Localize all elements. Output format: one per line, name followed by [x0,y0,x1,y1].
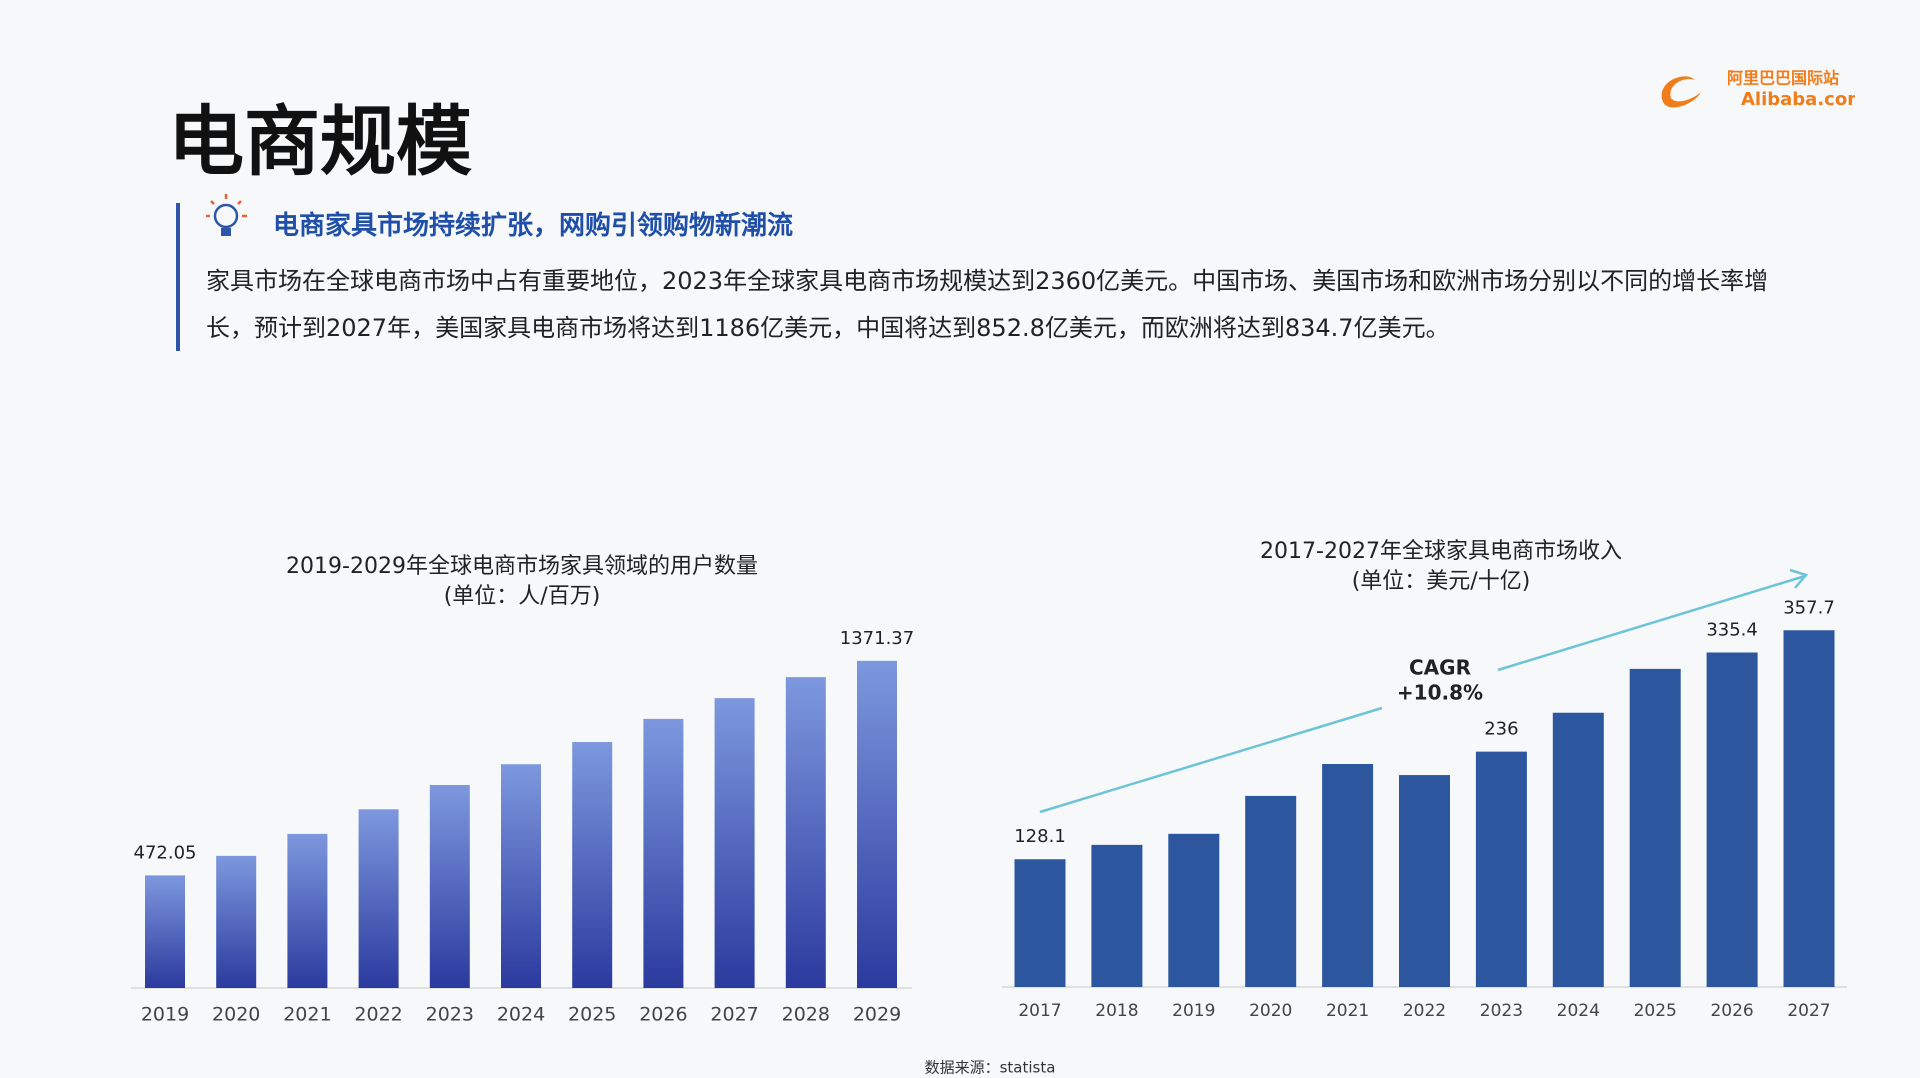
bar [1783,630,1835,987]
bar [714,698,755,988]
x-tick-label: 2019 [141,1004,189,1026]
source: 数据来源：statista [925,1059,1056,1077]
x-tick-label: 2024 [497,1004,545,1026]
value-label: 472.05 [134,842,197,863]
x-tick-label: 2021 [1326,1001,1369,1021]
annotation: +10.8% [1397,681,1483,705]
trend-arrow [1497,574,1806,672]
x-tick-label: 2028 [782,1004,830,1026]
annotation: CAGR [1409,656,1471,680]
bar [1706,652,1758,987]
x-tick-label: 2024 [1557,1001,1600,1021]
x-tick-label: 2029 [853,1004,901,1026]
x-tick-label: 2023 [1480,1001,1523,1021]
chart-subtitle: (单位：人/百万) [444,584,601,609]
chart-title: 2017-2027年全球家具电商市场收入 [1260,539,1622,564]
value-label: 236 [1484,719,1518,740]
x-tick-label: 2022 [354,1004,402,1026]
bar [1014,859,1066,987]
bar [501,764,541,988]
bar [643,718,684,988]
bar [216,855,257,988]
x-tick-label: 2018 [1095,1001,1138,1021]
value-label: 357.7 [1783,597,1835,618]
bulb-icon [206,194,247,236]
x-tick-label: 2021 [283,1004,331,1026]
chart-title: 2019-2029年全球电商市场家具领域的用户数量 [286,554,758,579]
bar [1091,844,1143,987]
bar [1245,795,1297,987]
x-tick-label: 2026 [639,1004,687,1026]
x-tick-label: 2027 [1787,1001,1830,1021]
x-tick-label: 2020 [1249,1001,1292,1021]
chart-subtitle: (单位：美元/十亿) [1352,569,1531,594]
value-label: 1371.37 [840,628,914,649]
logo-cn: 阿里巴巴国际站 [1727,69,1839,88]
section-body: 家具市场在全球电商市场中占有重要地位，2023年全球家具电商市场规模达到2360… [206,267,1769,342]
value-label: 128.1 [1014,826,1066,847]
logo-en: Alibaba.com [1741,89,1855,110]
bar [358,809,399,988]
x-tick-label: 2017 [1018,1001,1061,1021]
section-heading: 电商家具市场持续扩张，网购引领购物新潮流 [273,211,794,241]
bar [572,742,613,988]
accent-bar [176,203,180,351]
arrow-head [1789,568,1809,589]
bar [1629,668,1681,987]
x-tick-label: 2023 [426,1004,474,1026]
bar [857,660,897,988]
x-tick-label: 2027 [710,1004,758,1026]
bar [1168,833,1220,987]
trend-arrow [1039,706,1383,814]
value-label: 335.4 [1706,620,1758,641]
bar [1475,751,1527,987]
x-tick-label: 2025 [1634,1001,1677,1021]
x-tick-label: 2022 [1403,1001,1446,1021]
x-tick-label: 2025 [568,1004,616,1026]
bar [785,677,826,988]
logo: 阿里巴巴国际站 Alibaba.com [1661,69,1855,110]
bar [1552,712,1604,987]
x-tick-label: 2019 [1172,1001,1215,1021]
bar [145,875,185,988]
bar [1322,764,1374,987]
x-tick-label: 2020 [212,1004,260,1026]
page-title: 电商规模 [168,97,472,186]
bar [1399,775,1450,987]
bar [287,833,328,988]
bar [429,784,470,988]
x-tick-label: 2026 [1710,1001,1753,1021]
